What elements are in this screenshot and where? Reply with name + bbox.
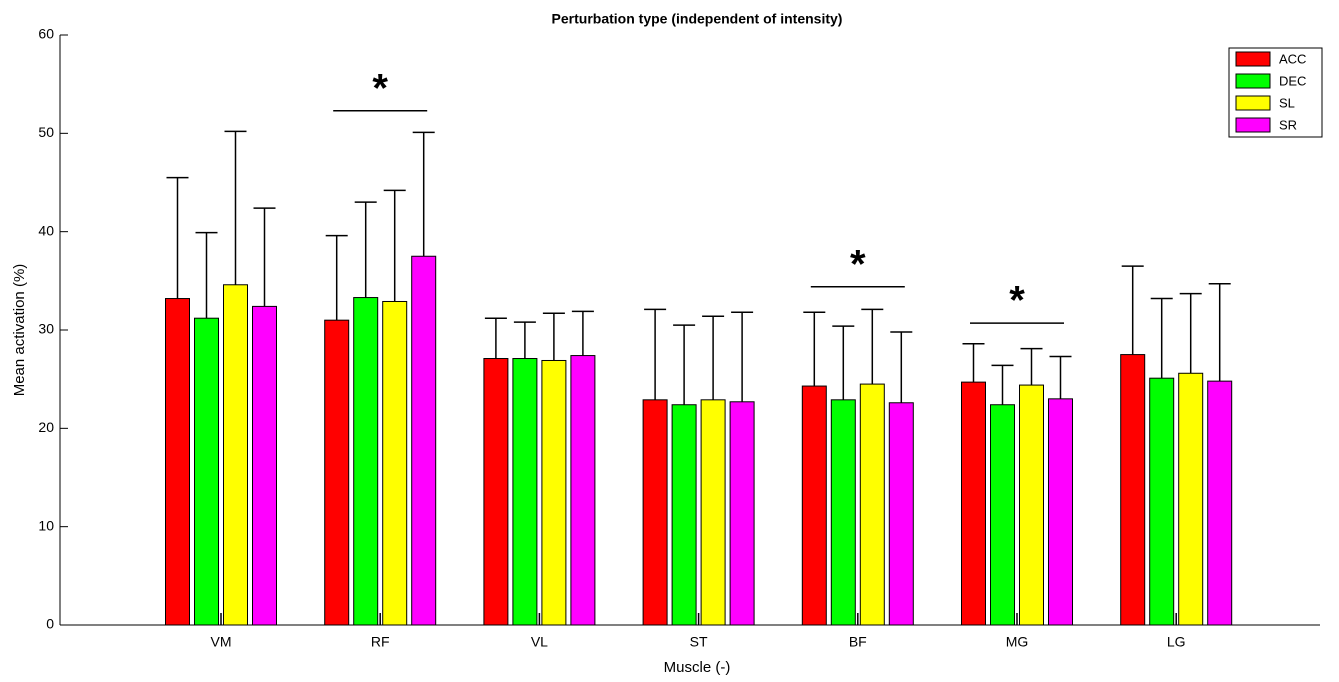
bar bbox=[194, 317, 219, 626]
legend-label: SL bbox=[1279, 95, 1295, 110]
x-tick-label: RF bbox=[371, 634, 390, 650]
y-tick-label: 50 bbox=[38, 124, 54, 140]
legend-swatch bbox=[1235, 51, 1271, 67]
bar bbox=[252, 305, 277, 626]
bar bbox=[642, 399, 668, 626]
bar bbox=[961, 381, 986, 626]
x-tick-label: VL bbox=[531, 634, 548, 650]
bar bbox=[888, 402, 914, 626]
x-tick-label: LG bbox=[1167, 634, 1186, 650]
x-tick-label: ST bbox=[690, 634, 708, 650]
legend-label: SR bbox=[1279, 117, 1297, 132]
bar bbox=[382, 300, 408, 626]
y-tick-label: 40 bbox=[38, 222, 54, 238]
chart-title: Perturbation type (independent of intens… bbox=[552, 11, 843, 27]
x-axis-label: Muscle (-) bbox=[664, 659, 731, 676]
x-tick-label: VM bbox=[211, 634, 232, 650]
bar bbox=[165, 298, 190, 626]
bar bbox=[570, 355, 596, 626]
bar bbox=[859, 383, 885, 626]
bar bbox=[1178, 372, 1204, 626]
bar bbox=[411, 255, 437, 626]
significance-star: * bbox=[850, 242, 866, 286]
bar bbox=[541, 359, 567, 626]
y-tick-label: 60 bbox=[38, 26, 54, 42]
bar bbox=[1019, 384, 1044, 626]
y-tick-label: 30 bbox=[38, 321, 54, 337]
bar bbox=[671, 404, 697, 626]
bar bbox=[729, 401, 755, 626]
bar bbox=[1207, 380, 1233, 626]
bar bbox=[990, 404, 1015, 626]
y-tick-label: 0 bbox=[46, 616, 54, 632]
legend-swatch bbox=[1235, 95, 1271, 111]
bar bbox=[512, 358, 538, 626]
x-tick-label: BF bbox=[849, 634, 867, 650]
bar bbox=[830, 399, 856, 626]
bar bbox=[483, 358, 509, 626]
significance-star: * bbox=[372, 66, 388, 110]
legend-label: ACC bbox=[1279, 51, 1306, 66]
legend-swatch bbox=[1235, 117, 1271, 133]
x-tick-label: MG bbox=[1006, 634, 1029, 650]
y-tick-label: 20 bbox=[38, 419, 54, 435]
bar bbox=[1120, 354, 1146, 626]
y-axis-label: Mean activation (%) bbox=[11, 264, 28, 397]
bar bbox=[1048, 398, 1073, 626]
bar bbox=[801, 385, 827, 626]
significance-star: * bbox=[1009, 279, 1025, 323]
bar bbox=[700, 399, 726, 626]
y-tick-label: 10 bbox=[38, 517, 54, 533]
legend-label: DEC bbox=[1279, 73, 1306, 88]
bar bbox=[324, 319, 350, 626]
legend-swatch bbox=[1235, 73, 1271, 89]
bar bbox=[223, 284, 248, 626]
bar bbox=[353, 297, 379, 626]
bar bbox=[1149, 377, 1175, 626]
